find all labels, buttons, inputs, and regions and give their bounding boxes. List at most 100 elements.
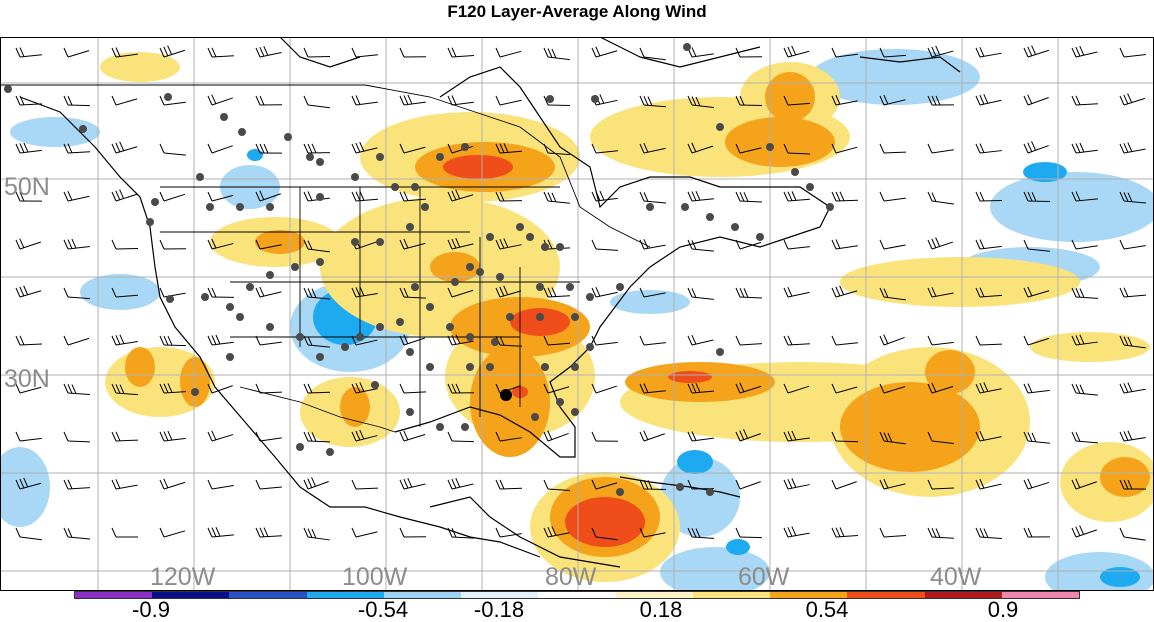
observation-marker (266, 271, 274, 279)
wind-barb (111, 239, 139, 250)
wind-barb (1023, 527, 1051, 538)
wind-barb (1023, 383, 1050, 394)
wind-barb (1071, 191, 1098, 202)
observation-marker (616, 283, 624, 291)
coastlines (19, 37, 961, 568)
wind-barb (15, 238, 42, 250)
observation-marker (683, 43, 691, 51)
wind-barb (255, 527, 282, 538)
colorbar-tick-label: 0.18 (639, 597, 683, 622)
colorbar-labels: -0.9 -0.54 -0.18 0.18 0.54 0.9 (74, 598, 1080, 622)
wind-barb (1071, 142, 1098, 154)
wind-barb (543, 95, 571, 106)
wind-barb (63, 527, 90, 540)
observation-marker (466, 333, 474, 341)
wind-barb (1071, 334, 1098, 346)
wind-barb (15, 191, 43, 202)
wind-barb (591, 431, 619, 442)
wind-barb (687, 431, 714, 442)
wind-barb (63, 47, 90, 58)
wind-barb (687, 190, 714, 202)
observation-marker (376, 153, 384, 161)
wind-barb (255, 190, 281, 202)
wind-barb (15, 431, 42, 442)
observation-marker (191, 388, 199, 396)
wind-barb (927, 191, 954, 205)
observation-marker (541, 363, 549, 371)
wind-barb (975, 287, 1002, 298)
wind-barb (447, 477, 474, 490)
wind-barb (591, 383, 618, 394)
observation-marker (164, 93, 172, 101)
longitude-label-80w: 80W (545, 563, 597, 591)
wind-barb (1119, 479, 1147, 490)
observation-marker (571, 363, 579, 371)
wind-barb (927, 45, 954, 58)
wind-barb (1071, 431, 1098, 444)
wind-barb (927, 95, 955, 106)
wind-barb (1023, 94, 1049, 106)
wind-barb (879, 383, 906, 394)
observation-marker (566, 283, 574, 291)
wind-barb (111, 334, 138, 346)
wind-barb (303, 95, 330, 109)
observation-marker (446, 323, 454, 331)
wind-barb (255, 46, 282, 58)
observation-marker (356, 333, 364, 341)
wind-barb (351, 141, 378, 154)
wind-barb (975, 47, 1002, 58)
wind-barb (111, 383, 138, 396)
observation-marker (151, 198, 159, 206)
observation-marker (316, 158, 324, 166)
wind-barb (879, 527, 906, 538)
wind-barb (543, 287, 570, 298)
wind-barb (1023, 141, 1049, 154)
wind-barb (831, 191, 859, 202)
observation-marker (806, 183, 814, 191)
wind-barb (975, 431, 1002, 442)
wind-barb (783, 286, 810, 298)
wind-barb (15, 285, 42, 298)
wind-barb (1023, 286, 1050, 298)
wind-barb (735, 47, 763, 58)
observation-marker (220, 113, 228, 121)
wind-barb (399, 477, 426, 490)
wind-barb (303, 239, 330, 253)
observation-marker (291, 263, 299, 271)
wind-barb (831, 47, 858, 58)
wind-barb (399, 94, 426, 106)
wind-barb (687, 383, 714, 394)
wind-barb (927, 382, 954, 394)
wind-barb (351, 95, 378, 106)
wind-barb (1023, 478, 1050, 490)
wind-barb (783, 143, 811, 155)
observation-marker (226, 353, 234, 361)
observation-marker (351, 173, 359, 181)
wind-barb (831, 383, 858, 394)
wind-barb (879, 478, 906, 490)
wind-barb (495, 143, 522, 154)
wind-barb (207, 287, 235, 298)
observation-marker (766, 143, 774, 151)
observation-marker (646, 203, 654, 211)
observation-marker (526, 233, 534, 241)
wind-barb (303, 143, 331, 154)
wind-barb (879, 287, 906, 301)
observation-marker (756, 233, 764, 241)
wind-barb (1119, 93, 1146, 106)
wind-barb (447, 527, 474, 539)
wind-barb (447, 237, 474, 250)
wind-barb (975, 191, 1003, 202)
wind-barb (495, 527, 522, 538)
wind-barb (831, 431, 859, 443)
wind-barb (975, 143, 1002, 154)
wind-barb (255, 383, 283, 394)
wind-barb (495, 238, 522, 250)
wind-barb (783, 45, 810, 58)
wind-barb (15, 47, 42, 58)
wind-barb (735, 527, 763, 539)
wind-barb (687, 239, 714, 252)
colorbar-segment (538, 592, 616, 598)
wind-barb (543, 383, 570, 394)
wind-barb (735, 95, 763, 107)
